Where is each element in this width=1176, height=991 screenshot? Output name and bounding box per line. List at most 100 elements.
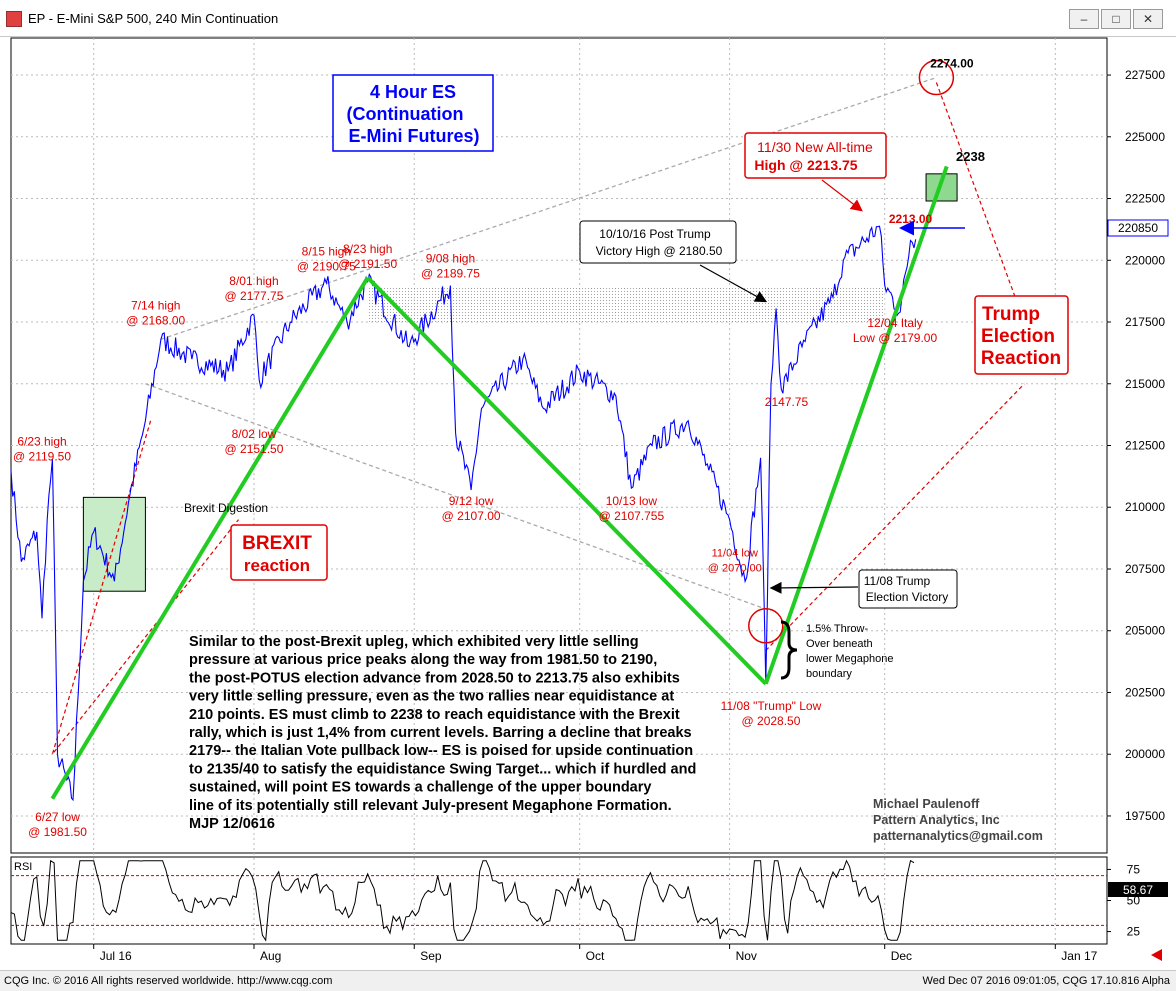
annotation-a_627: 6/27 low <box>35 810 80 824</box>
commentary-line: 2179-- the Italian Vote pullback low-- E… <box>189 743 693 759</box>
price-tick-label: 215000 <box>1125 377 1165 391</box>
projection-brexit-reaction <box>51 420 239 755</box>
resistance-band <box>367 287 885 323</box>
election-line-2: Election Victory <box>866 590 948 604</box>
time-tick-label: Jul 16 <box>100 949 132 963</box>
commentary-line: very little selling pressure, even as th… <box>189 689 674 705</box>
price-tick-label: 217500 <box>1125 315 1165 329</box>
annotation-a_1204: Low @ 2179.00 <box>853 331 938 345</box>
minimize-button[interactable]: – <box>1069 9 1099 29</box>
annotation-a_912: @ 2107.00 <box>442 509 501 523</box>
price-plot-frame <box>10 37 1108 854</box>
post-trump-callout: 10/10/16 Post Trump Victory High @ 2180.… <box>579 220 768 303</box>
annotation-a_801: 8/01 high <box>229 274 278 288</box>
commentary-line: pressure at various price peaks along th… <box>189 652 657 668</box>
annotation-a_1104: 11/04 low <box>712 548 758 560</box>
target-2238-label: 2238 <box>956 149 985 164</box>
commentary-line: sustained, will point ES towards a chall… <box>189 780 651 796</box>
annotation-a_908: @ 2189.75 <box>421 267 480 281</box>
ath-callout: 11/30 New All-time High @ 2213.75 <box>744 132 887 212</box>
annotation-a_2213: 2213.00 <box>889 212 933 226</box>
chart-canvas: 197500 200000 202500 205000 207500 210000 2125… <box>10 37 1169 963</box>
price-tick-label: 210000 <box>1125 500 1165 514</box>
window-title: EP - E-Mini S&P 500, 240 Min Continuatio… <box>28 11 279 26</box>
price-tick-label: 205000 <box>1125 624 1165 638</box>
annotation-a_1104: @ 2070.00 <box>708 563 762 575</box>
annotation-a_801: @ 2177.75 <box>225 289 284 303</box>
brexit-digestion-label: Brexit Digestion <box>184 501 268 515</box>
target-circle <box>918 59 955 96</box>
brexit-line-2: reaction <box>244 556 310 575</box>
commentary-line: 210 points. ES must climb to 2238 to rea… <box>189 707 680 723</box>
author-block: Michael Paulenoff Pattern Analytics, Inc p… <box>873 797 1043 843</box>
price-tick-label: 202500 <box>1125 685 1165 699</box>
last-rsi-value: 58.67 <box>1123 883 1153 897</box>
annotation-a_2274: 2274.00 <box>930 57 974 71</box>
annotation-a_1108: @ 2028.50 <box>742 714 801 728</box>
throwover-line-4: boundary <box>806 668 852 680</box>
annotation-a_908: 9/08 high <box>426 252 475 266</box>
ath-line-1: 11/30 New All-time <box>757 139 873 155</box>
app-icon <box>6 11 22 27</box>
author-line: Pattern Analytics, Inc <box>873 813 1000 827</box>
election-circle <box>748 608 784 644</box>
title-line-2: (Continuation <box>347 104 464 124</box>
scroll-left-icon[interactable] <box>1151 949 1162 961</box>
time-tick-label: Oct <box>586 949 605 963</box>
price-tick-label: 200000 <box>1125 747 1165 761</box>
title-box: 4 Hour ES (Continuation E-Mini Futures) <box>332 74 494 152</box>
time-tick-label: Aug <box>260 949 281 963</box>
status-bar: CQG Inc. © 2016 All rights reserved worl… <box>0 970 1176 991</box>
target-circles <box>748 59 955 644</box>
commentary-line: rally, which is just 1,4% from current l… <box>189 725 692 741</box>
annotation-a_1013: @ 2107.755 <box>599 509 665 523</box>
x-axis: Jul 16 Aug Sep Oct Nov Dec Jan 17 <box>93 38 1098 963</box>
price-annotations: 6/23 high@ 2119.50 6/27 low@ 1981.50 7/14 … <box>13 57 974 839</box>
megaphone-lower-boundary <box>145 383 772 612</box>
author-line: Michael Paulenoff <box>873 797 980 811</box>
trendline-brexit-upleg <box>50 276 370 800</box>
price-tick-label: 227500 <box>1125 68 1165 82</box>
maximize-button[interactable]: □ <box>1101 9 1131 29</box>
price-tick-label: 220000 <box>1125 253 1165 267</box>
commentary-line: line of its potentially still relevant J… <box>189 798 672 814</box>
projection-trump-reaction-lower <box>765 383 1025 651</box>
price-tick-label: 222500 <box>1125 192 1165 206</box>
commentary-line: to 2135/40 to satisfy the equidistance S… <box>189 761 696 777</box>
rsi-tick-label: 75 <box>1127 862 1141 876</box>
last-rsi-badge: 58.67 <box>1108 882 1168 897</box>
annotation-a_627: @ 1981.50 <box>28 825 87 839</box>
annotation-a_823: 8/23 high <box>343 242 392 256</box>
annotation-a_802: 8/02 low <box>232 427 277 441</box>
price-tick-label: 225000 <box>1125 130 1165 144</box>
title-line-3: E-Mini Futures) <box>349 126 480 146</box>
annotation-a_912: 9/12 low <box>449 494 494 508</box>
trump-line-1: Trump <box>982 304 1040 325</box>
commentary-line: the post-POTUS election advance from 202… <box>189 670 680 686</box>
throwover-line-2: Over beneath <box>806 638 873 650</box>
annotation-a_623: 6/23 high <box>17 435 66 449</box>
throwover-line-3: lower Megaphone <box>806 653 893 665</box>
trendline-election-down-leg <box>366 276 768 686</box>
price-series <box>10 225 917 802</box>
annotation-a_623: @ 2119.50 <box>13 450 71 464</box>
last-price-badge: 220850 <box>1107 219 1169 237</box>
trend-lines <box>50 165 949 800</box>
annotation-a_802: @ 2151.50 <box>225 442 284 456</box>
price-axis: 197500 200000 202500 205000 207500 210000 2125… <box>1107 68 1165 823</box>
annotation-a_714: 7/14 high <box>131 299 180 313</box>
title-line-1: 4 Hour ES <box>370 82 456 102</box>
commentary-text: Similar to the post-Brexit upleg, which … <box>189 634 696 832</box>
last-price-value: 220850 <box>1118 221 1158 235</box>
rsi-label: RSI <box>14 861 32 873</box>
annotation-a_815: 8/15 high <box>302 244 351 258</box>
trendline-trump-upleg <box>763 165 949 685</box>
close-button[interactable]: ✕ <box>1133 9 1163 29</box>
rsi-series <box>10 859 915 942</box>
ath-line-2: High @ 2213.75 <box>754 157 857 173</box>
rsi-grid <box>11 875 1107 926</box>
brexit-line-1: BREXIT <box>242 533 312 554</box>
brexit-callout: BREXIT reaction <box>230 524 328 581</box>
